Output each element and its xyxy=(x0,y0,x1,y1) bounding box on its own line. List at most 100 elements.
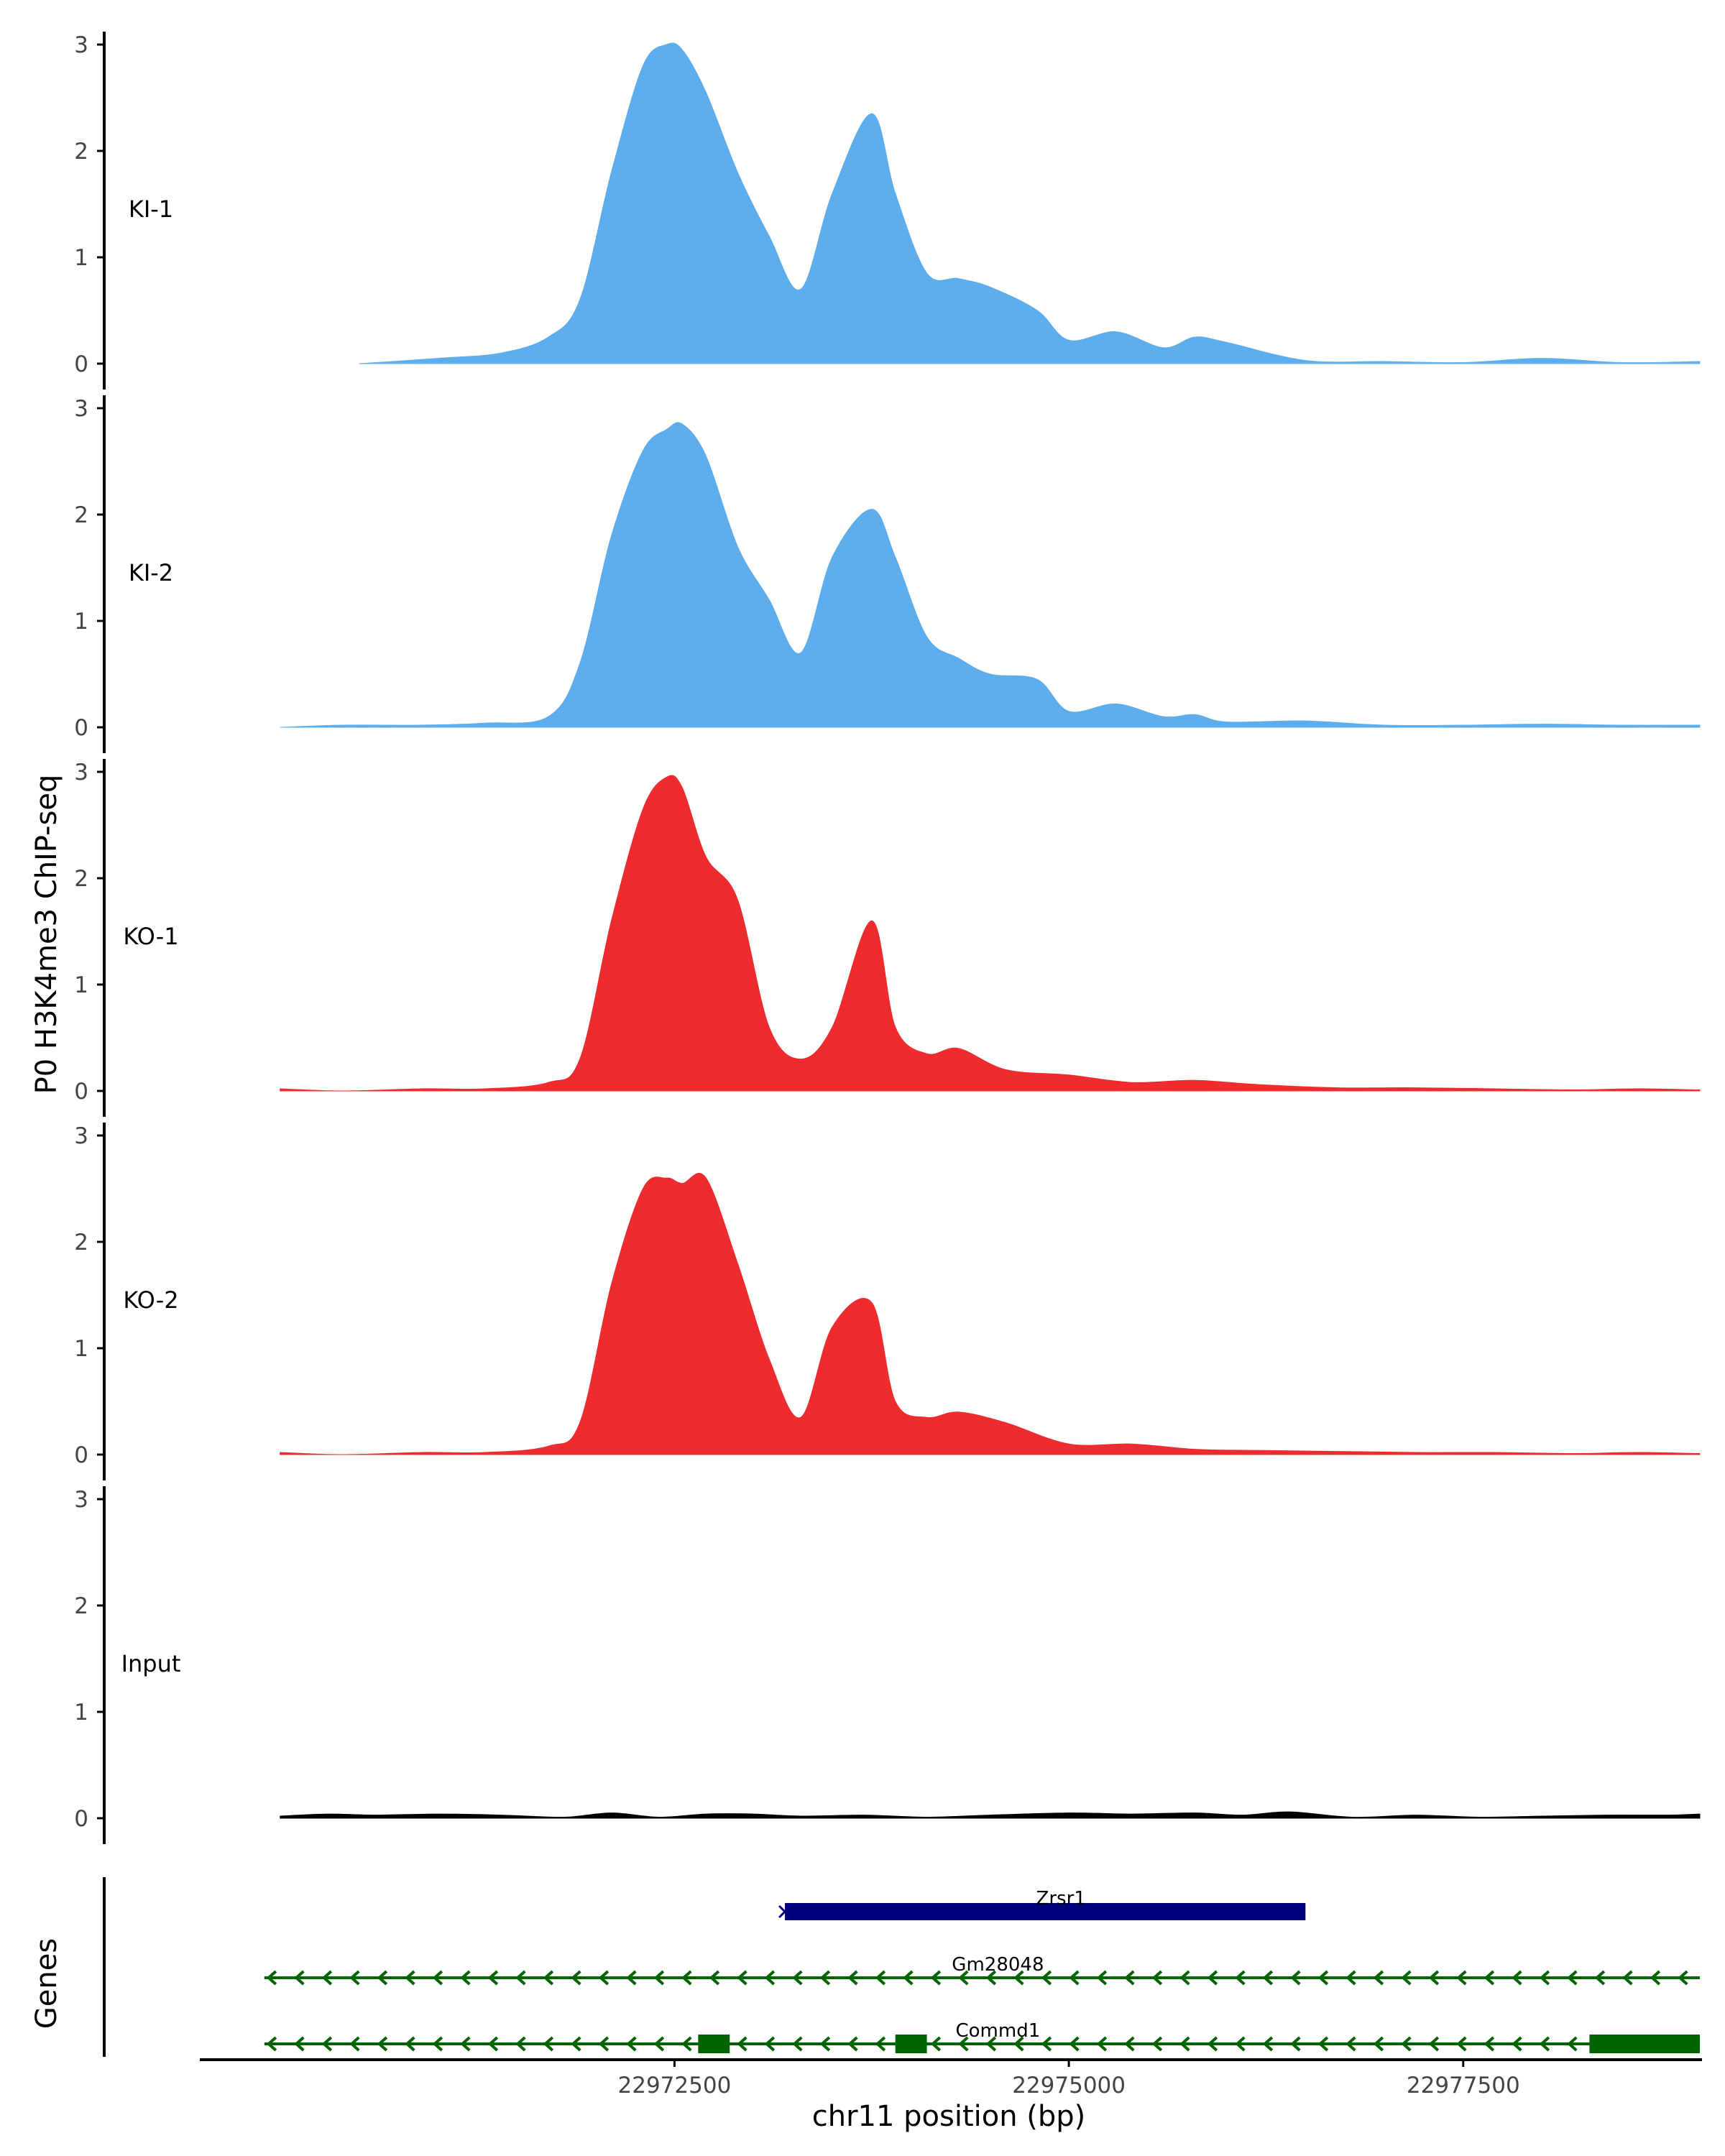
strand-arrow xyxy=(1207,1970,1218,1986)
y-tick-label: 0 xyxy=(74,1806,88,1832)
strand-arrow xyxy=(1069,1970,1080,1986)
y-tick-label: 2 xyxy=(74,866,88,892)
strand-arrow xyxy=(432,1970,443,1986)
y-axis-title: P0 H3K4me3 ChIP-seq xyxy=(30,775,63,1095)
strand-arrow xyxy=(1401,1970,1412,1986)
genes-axis-title: Genes xyxy=(30,1938,63,2029)
strand-arrow xyxy=(1456,2036,1467,2052)
signal-area xyxy=(280,775,1701,1092)
strand-arrow xyxy=(432,2036,443,2052)
strand-arrow xyxy=(405,2036,415,2052)
strand-arrow xyxy=(266,2036,277,2052)
strand-arrow xyxy=(764,1970,776,1986)
strand-arrow xyxy=(1650,1970,1661,1986)
strand-arrow xyxy=(847,1970,858,1986)
y-tick-label: 1 xyxy=(74,245,88,271)
signal-area xyxy=(280,1173,1701,1455)
strand-arrow xyxy=(626,1970,637,1986)
tracks-group: 0 1 2 3 KI-1 0 1 2 3 KI-2 0 1 2 3 KO-1 0 1 2 3 KO-2 0 1 2 3 Inpu… xyxy=(74,32,1701,1844)
strand-arrow xyxy=(1428,1970,1440,1986)
strand-arrow xyxy=(778,1904,787,1919)
track-input: 0 1 2 3 Input xyxy=(74,1486,1701,1844)
gene-zrsr2: Zrsr1 xyxy=(778,1888,1306,1920)
y-tick-label: 3 xyxy=(74,1487,88,1513)
gene-label: Gm28048 xyxy=(952,1954,1044,1976)
y-tick-label: 0 xyxy=(74,351,88,377)
track-label: Input xyxy=(121,1650,181,1677)
strand-arrow xyxy=(1622,1970,1633,1986)
y-tick-label: 2 xyxy=(74,502,88,528)
gene-label: Zrsr1 xyxy=(1036,1888,1086,1909)
strand-arrow xyxy=(709,1970,720,1986)
x-tick-label: 22977500 xyxy=(1407,2073,1520,2099)
strand-arrow xyxy=(1594,1970,1606,1986)
strand-arrow xyxy=(515,1970,526,1986)
strand-arrow xyxy=(294,2036,305,2052)
strand-arrow xyxy=(1235,2036,1246,2052)
strand-arrow xyxy=(1179,1970,1190,1986)
strand-arrow xyxy=(598,1970,610,1986)
y-tick-label: 3 xyxy=(74,1123,88,1149)
strand-arrow xyxy=(543,2036,554,2052)
strand-arrow xyxy=(1512,1970,1522,1986)
strand-arrow xyxy=(847,2036,858,2052)
strand-arrow xyxy=(1317,1970,1329,1986)
gene-commd1: Commd1 xyxy=(264,2020,1700,2053)
strand-arrow xyxy=(1484,1970,1495,1986)
track-ko-2: 0 1 2 3 KO-2 xyxy=(74,1123,1701,1480)
strand-arrow xyxy=(1401,2036,1412,2052)
gene-label: Commd1 xyxy=(956,2020,1041,2042)
strand-arrow xyxy=(958,2036,969,2052)
y-tick-label: 0 xyxy=(74,1442,88,1468)
strand-arrow xyxy=(792,2036,803,2052)
track-ko-1: 0 1 2 3 KO-1 xyxy=(74,759,1701,1117)
y-tick-label: 1 xyxy=(74,1700,88,1726)
strand-arrow xyxy=(903,1970,914,1986)
track-ki-2: 0 1 2 3 KI-2 xyxy=(74,395,1701,753)
y-tick-label: 1 xyxy=(74,972,88,998)
strand-arrow xyxy=(321,2036,333,2052)
strand-arrow xyxy=(1484,2036,1495,2052)
strand-arrow xyxy=(1096,1970,1108,1986)
strand-arrow xyxy=(487,1970,499,1986)
strand-arrow xyxy=(1013,1970,1024,1986)
strand-arrow xyxy=(653,2036,665,2052)
y-tick-label: 2 xyxy=(74,1230,88,1256)
strand-arrow xyxy=(1124,1970,1135,1986)
strand-arrow xyxy=(294,1970,305,1986)
y-tick-label: 3 xyxy=(74,396,88,422)
y-tick-label: 0 xyxy=(74,715,88,741)
x-tick-label: 22972500 xyxy=(618,2073,732,2099)
strand-arrow xyxy=(1262,2036,1274,2052)
exon xyxy=(1589,2035,1700,2053)
strand-arrow xyxy=(681,1970,692,1986)
strand-arrow xyxy=(1262,1970,1274,1986)
track-label: KO-1 xyxy=(123,923,178,950)
strand-arrow xyxy=(349,1970,360,1986)
strand-arrow xyxy=(792,1970,803,1986)
strand-arrow xyxy=(819,2036,831,2052)
strand-arrow xyxy=(1539,1970,1550,1986)
strand-arrow xyxy=(1124,2036,1135,2052)
y-tick-label: 1 xyxy=(74,609,88,635)
strand-arrow xyxy=(1151,2036,1163,2052)
strand-arrow xyxy=(515,2036,526,2052)
strand-arrow xyxy=(377,1970,388,1986)
signal-area xyxy=(280,1811,1701,1819)
x-tick-label: 22975000 xyxy=(1012,2073,1126,2099)
signal-area xyxy=(280,422,1701,728)
strand-arrow xyxy=(1207,2036,1218,2052)
strand-arrow xyxy=(460,1970,471,1986)
track-label: KI-2 xyxy=(129,559,173,586)
strand-arrow xyxy=(819,1970,831,1986)
strand-arrow xyxy=(985,2036,997,2052)
strand-arrow xyxy=(1290,1970,1301,1986)
signal-area xyxy=(359,42,1701,364)
strand-arrow xyxy=(1317,2036,1329,2052)
strand-arrow xyxy=(266,1970,277,1986)
strand-arrow xyxy=(1235,1970,1246,1986)
y-tick-label: 2 xyxy=(74,139,88,165)
track-label: KI-1 xyxy=(129,195,173,223)
strand-arrow xyxy=(1428,2036,1440,2052)
